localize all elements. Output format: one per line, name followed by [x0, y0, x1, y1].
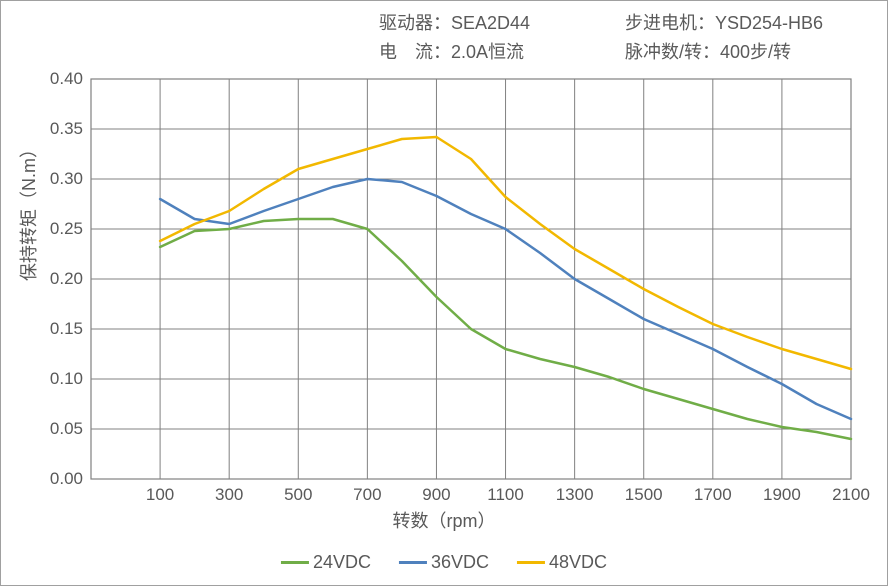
y-axis-label: 保持转矩（N.m）: [15, 140, 41, 281]
motor-value: YSD254-HB6: [715, 13, 823, 33]
y-tick-label: 0.25: [50, 219, 83, 239]
pulse-value: 400步/转: [720, 42, 791, 62]
legend: 24VDC 36VDC 48VDC: [281, 552, 607, 573]
x-axis-label: 转数（rpm）: [393, 507, 496, 533]
driver-label: 驱动器：: [379, 13, 451, 33]
driver-value: SEA2D44: [451, 13, 530, 33]
y-tick-label: 0.15: [50, 319, 83, 339]
current-value: 2.0A恒流: [451, 42, 524, 62]
x-tick-label: 2100: [832, 485, 870, 505]
pulse-label: 脉冲数/转：: [625, 42, 720, 62]
y-tick-label: 0.05: [50, 419, 83, 439]
y-tick-label: 0.00: [50, 469, 83, 489]
x-tick-label: 1500: [625, 485, 663, 505]
x-tick-label: 700: [353, 485, 381, 505]
y-tick-label: 0.30: [50, 169, 83, 189]
motor-label: 步进电机：: [625, 13, 715, 33]
plot-area: 0.000.050.100.150.200.250.300.350.401003…: [91, 79, 851, 479]
chart-svg: [91, 79, 851, 479]
legend-swatch: [517, 561, 545, 564]
x-tick-label: 1100: [487, 485, 524, 505]
legend-label: 36VDC: [431, 552, 489, 573]
chart-header: 驱动器：SEA2D44 步进电机：YSD254-HB6 电 流：2.0A恒流 脉…: [379, 9, 885, 67]
legend-swatch: [399, 561, 427, 564]
legend-label: 48VDC: [549, 552, 607, 573]
y-tick-label: 0.40: [50, 69, 83, 89]
x-tick-label: 100: [146, 485, 174, 505]
x-tick-label: 1700: [694, 485, 732, 505]
x-tick-label: 500: [284, 485, 312, 505]
legend-item: 36VDC: [399, 552, 489, 573]
x-tick-label: 300: [215, 485, 243, 505]
x-tick-label: 900: [422, 485, 450, 505]
chart-container: 驱动器：SEA2D44 步进电机：YSD254-HB6 电 流：2.0A恒流 脉…: [0, 0, 888, 586]
legend-swatch: [281, 561, 309, 564]
legend-item: 24VDC: [281, 552, 371, 573]
y-tick-label: 0.10: [50, 369, 83, 389]
x-tick-label: 1900: [763, 485, 801, 505]
legend-label: 24VDC: [313, 552, 371, 573]
legend-item: 48VDC: [517, 552, 607, 573]
y-tick-label: 0.35: [50, 119, 83, 139]
current-label: 电 流：: [379, 42, 451, 62]
y-tick-label: 0.20: [50, 269, 83, 289]
x-tick-label: 1300: [556, 485, 594, 505]
